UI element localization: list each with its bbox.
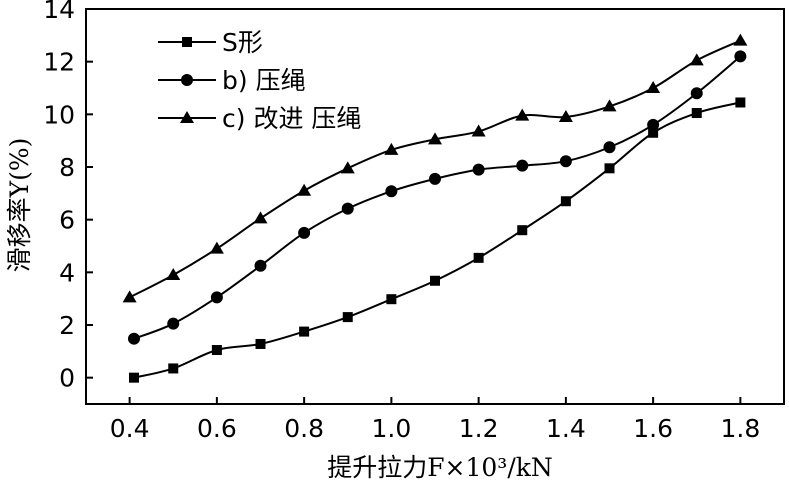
legend-item: b) 压绳 <box>158 66 306 95</box>
legend-marker <box>181 74 193 86</box>
x-tick-label: 1.0 <box>371 414 411 443</box>
legend-label: b) 压绳 <box>222 66 306 95</box>
legend-marker <box>180 111 194 123</box>
data-point <box>516 159 529 172</box>
data-point <box>515 108 530 121</box>
x-tick-label: 0.8 <box>284 414 324 443</box>
data-point <box>385 185 398 198</box>
data-point <box>166 267 181 280</box>
legend-item: S形 <box>158 28 263 57</box>
y-tick-label: 10 <box>43 100 75 129</box>
legend-marker <box>182 37 192 47</box>
data-point <box>734 50 747 63</box>
x-tick-label: 1.4 <box>546 414 586 443</box>
data-point <box>648 127 659 138</box>
data-point <box>342 312 353 323</box>
data-point <box>386 294 397 305</box>
y-tick-label: 12 <box>43 48 75 77</box>
x-tick-label: 0.4 <box>110 414 150 443</box>
data-point <box>209 241 224 254</box>
data-point <box>254 259 267 272</box>
y-tick-label: 2 <box>59 311 75 340</box>
data-point <box>384 142 399 155</box>
data-point <box>691 108 702 119</box>
y-tick-label: 0 <box>59 364 75 393</box>
data-point <box>560 196 571 207</box>
data-point <box>647 118 660 131</box>
data-point <box>473 252 484 263</box>
data-point <box>559 155 572 168</box>
data-point <box>735 97 746 108</box>
x-tick-label: 1.6 <box>633 414 673 443</box>
data-point <box>298 226 311 239</box>
y-axis-title: 滑移率Y(%) <box>5 138 34 273</box>
data-point <box>127 332 140 345</box>
legend: S形 b) 压绳 c) 改进 压绳 <box>158 28 361 133</box>
data-point <box>428 132 442 145</box>
plot-frame <box>85 8 785 405</box>
data-point <box>604 163 615 174</box>
data-point <box>558 109 573 122</box>
x-tick-label: 0.6 <box>197 414 237 443</box>
y-tick-label: 8 <box>59 153 75 182</box>
data-point <box>430 275 440 286</box>
data-point <box>471 124 486 137</box>
legend-label: S形 <box>222 28 263 57</box>
y-tick-label: 4 <box>59 258 75 287</box>
data-point <box>167 317 180 330</box>
data-point <box>297 183 312 196</box>
x-tick-label: 1.8 <box>720 414 760 443</box>
series-3 <box>122 33 748 303</box>
data-point <box>340 161 355 174</box>
data-point <box>211 345 222 356</box>
legend-label: c) 改进 压绳 <box>222 104 361 133</box>
data-point <box>341 202 354 215</box>
y-tick-label: 14 <box>43 0 75 24</box>
data-point <box>689 53 704 66</box>
series-layer <box>122 33 748 383</box>
data-point <box>429 172 441 185</box>
data-point <box>517 225 528 236</box>
data-point <box>128 372 139 383</box>
data-point <box>603 141 616 154</box>
data-point <box>253 211 268 224</box>
data-point <box>472 163 485 176</box>
data-point <box>122 290 137 303</box>
data-point <box>168 363 179 374</box>
data-point <box>733 33 748 46</box>
series-line <box>133 55 742 340</box>
data-point <box>646 81 661 93</box>
series-1 <box>128 97 746 383</box>
data-point <box>602 99 617 112</box>
x-axis-title: 提升拉力F×10³/kN <box>327 453 553 482</box>
data-point <box>299 326 310 337</box>
data-point <box>255 338 266 349</box>
legend-item: c) 改进 压绳 <box>158 104 361 133</box>
y-tick-label: 6 <box>59 206 75 235</box>
series-2 <box>127 50 747 345</box>
x-tick-label: 1.2 <box>459 414 499 443</box>
data-point <box>210 291 223 304</box>
axis-ticks: 0.4 0.6 0.8 1.0 1.2 1.4 1.6 1.8 0 2 4 6 8 10 12 14 <box>43 0 760 443</box>
data-point <box>690 87 703 100</box>
